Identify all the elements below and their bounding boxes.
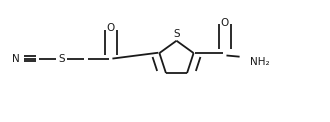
Text: S: S [58,54,65,64]
Text: NH₂: NH₂ [249,56,269,66]
Text: S: S [173,29,180,39]
Text: N: N [12,54,19,64]
Text: O: O [107,23,115,33]
Text: O: O [221,18,229,28]
